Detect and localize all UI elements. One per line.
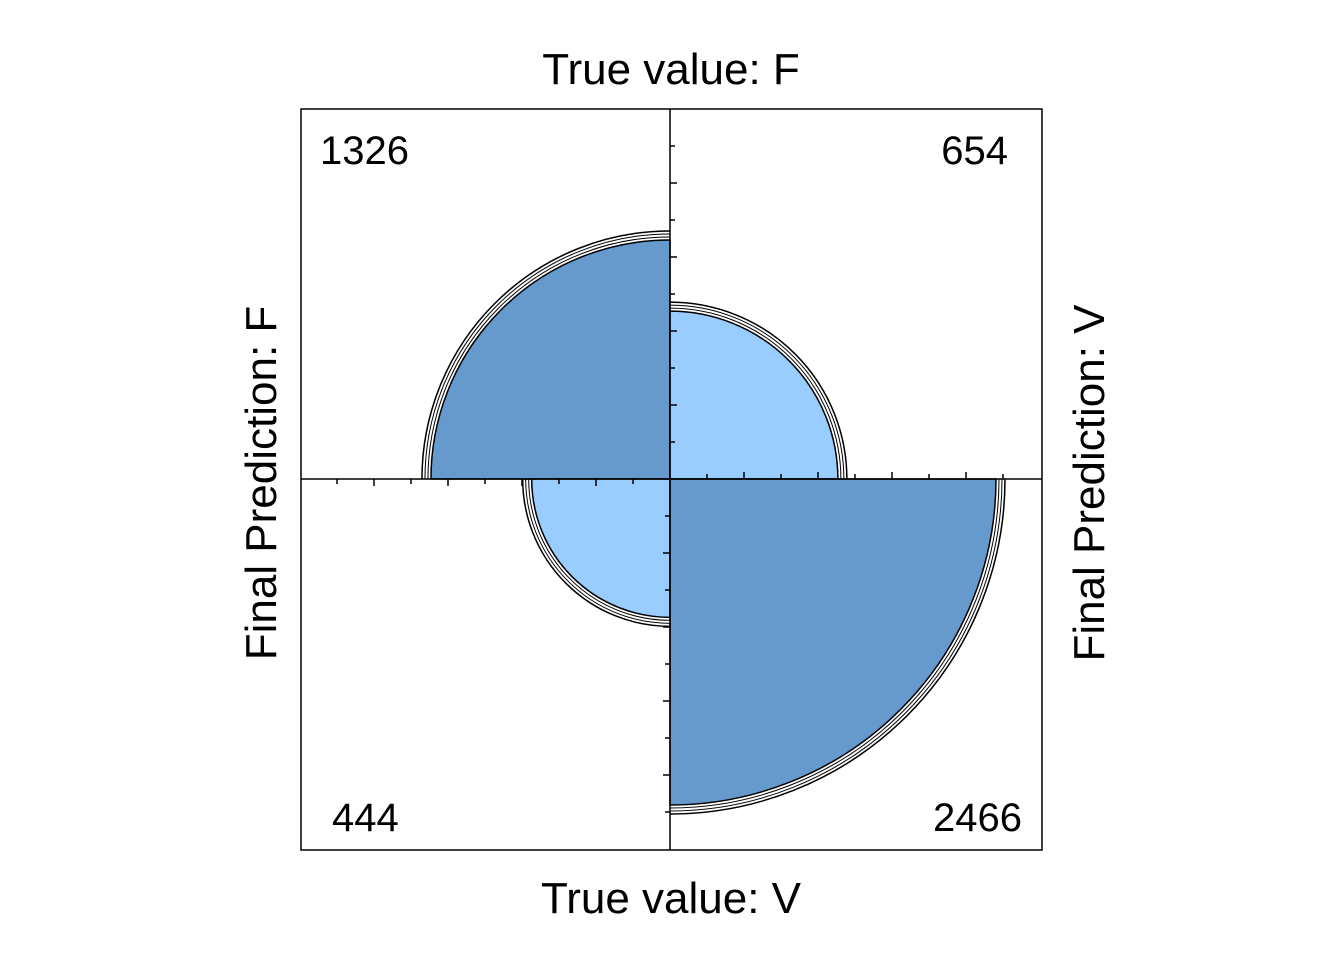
sector-top-right [669, 310, 839, 480]
confidence-ring-top-left [424, 233, 671, 480]
count-label-bottom-right: 2466 [933, 796, 1022, 840]
confidence-ring-bottom-left [528, 478, 671, 621]
confidence-ring-bottom-left [525, 478, 671, 624]
confidence-ring-bottom-right [669, 478, 1000, 809]
sector-bottom-right [669, 478, 997, 806]
confidence-ring-top-right [669, 307, 842, 480]
confidence-ring-bottom-left [521, 478, 671, 628]
sector-bottom-left [530, 478, 671, 619]
sectors-group [421, 230, 1006, 815]
count-label-bottom-left: 444 [332, 796, 399, 840]
confidence-ring-top-right [669, 301, 848, 480]
frame-group [300, 108, 1043, 851]
right-axis-label: Final Prediction: V [1065, 304, 1114, 662]
count-label-top-left: 1326 [320, 129, 409, 173]
confidence-ring-top-left [427, 236, 671, 480]
sector-top-left [430, 239, 671, 480]
count-label-top-right: 654 [941, 129, 1008, 173]
left-axis-label: Final Prediction: F [237, 306, 286, 661]
confidence-ring-bottom-right [669, 478, 1003, 812]
top-axis-label: True value: F [542, 45, 800, 94]
bottom-axis-label: True value: V [541, 874, 802, 923]
confidence-ring-top-right [669, 304, 845, 480]
confidence-ring-top-left [421, 230, 671, 480]
ticks-group [336, 145, 1004, 813]
confidence-ring-bottom-right [669, 478, 1006, 815]
